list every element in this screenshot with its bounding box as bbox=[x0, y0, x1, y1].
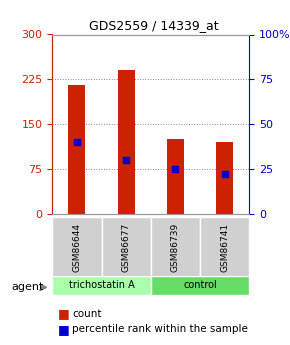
Text: percentile rank within the sample: percentile rank within the sample bbox=[72, 325, 248, 334]
FancyBboxPatch shape bbox=[102, 217, 151, 278]
Text: ■: ■ bbox=[58, 307, 70, 321]
Text: GSM86739: GSM86739 bbox=[171, 223, 180, 272]
FancyBboxPatch shape bbox=[52, 217, 102, 278]
Text: count: count bbox=[72, 309, 102, 319]
Bar bbox=[216, 142, 233, 214]
Bar bbox=[167, 139, 184, 214]
Text: GSM86644: GSM86644 bbox=[72, 223, 81, 272]
FancyBboxPatch shape bbox=[200, 217, 249, 278]
FancyBboxPatch shape bbox=[52, 276, 151, 295]
FancyBboxPatch shape bbox=[151, 276, 249, 295]
Text: ■: ■ bbox=[58, 323, 70, 336]
Text: GSM86741: GSM86741 bbox=[220, 223, 229, 272]
FancyBboxPatch shape bbox=[151, 217, 200, 278]
Text: agent: agent bbox=[12, 283, 44, 292]
Text: GDS2559 / 14339_at: GDS2559 / 14339_at bbox=[89, 19, 218, 32]
Bar bbox=[68, 85, 86, 214]
Text: trichostatin A: trichostatin A bbox=[69, 280, 134, 290]
Text: GSM86677: GSM86677 bbox=[122, 223, 131, 272]
Text: control: control bbox=[183, 280, 217, 290]
Bar bbox=[117, 70, 135, 214]
